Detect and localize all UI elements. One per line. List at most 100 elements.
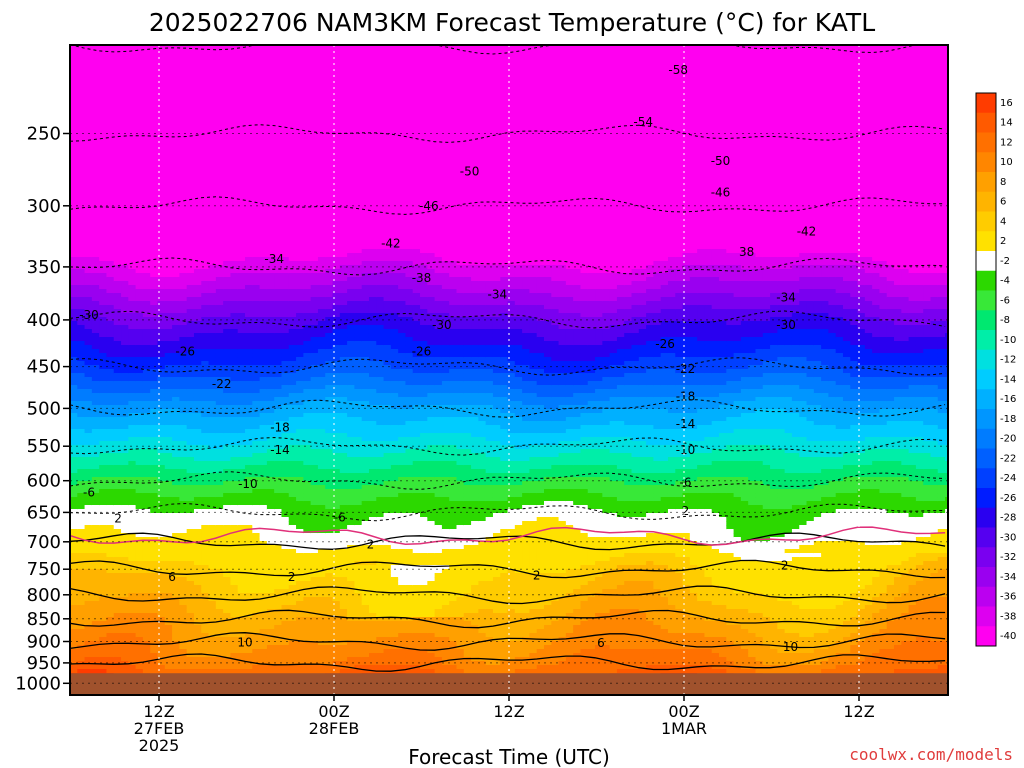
heatmap-cell [288,89,297,94]
heatmap-cell [128,381,137,386]
heatmap-cell [150,205,159,210]
heatmap-cell [193,645,202,650]
heatmap-cell [77,269,86,274]
heatmap-cell [215,561,224,566]
heatmap-cell [266,601,275,606]
heatmap-cell [113,605,122,610]
heatmap-cell [142,293,151,298]
heatmap-cell [266,457,275,462]
heatmap-cell [245,505,253,510]
heatmap-cell [84,645,93,650]
heatmap-cell [164,473,173,478]
heatmap-cell [266,77,275,82]
heatmap-cell [274,49,283,54]
heatmap-cell [99,625,108,630]
heatmap-cell [245,361,253,366]
heatmap-cell [186,637,195,642]
heatmap-cell [237,457,246,462]
heatmap-cell [172,369,180,374]
heatmap-cell [121,609,129,614]
heatmap-cell [84,497,93,502]
heatmap-cell [186,201,195,206]
heatmap-cell [121,249,129,254]
heatmap-cell [164,349,173,354]
heatmap-cell [113,585,122,590]
heatmap-cell [274,257,283,262]
heatmap-cell [274,209,283,214]
heatmap-cell [142,257,151,262]
heatmap-cell [121,553,129,558]
heatmap-cell [266,541,275,546]
heatmap-cell [91,373,100,378]
heatmap-cell [245,297,253,302]
heatmap-cell [266,449,275,454]
heatmap-cell [245,645,253,650]
heatmap-cell [150,341,159,346]
heatmap-cell [99,121,108,126]
heatmap-cell [230,493,239,498]
heatmap-cell [164,237,173,242]
heatmap-cell [259,77,268,82]
heatmap-cell [99,477,108,482]
heatmap-cell [288,301,297,306]
heatmap-cell [266,81,275,86]
heatmap-cell [91,337,100,342]
heatmap-cell [259,421,268,426]
heatmap-cell [193,325,202,330]
heatmap-cell [208,541,217,546]
heatmap-cell [172,465,180,470]
heatmap-cell [259,65,268,70]
heatmap-cell [142,657,151,662]
heatmap-cell [70,213,78,218]
heatmap-cell [70,489,78,494]
heatmap-cell [172,565,180,570]
heatmap-cell [84,541,93,546]
heatmap-cell [201,629,210,634]
heatmap-cell [113,389,122,394]
heatmap-cell [193,353,202,358]
heatmap-cell [142,153,151,158]
heatmap-cell [252,101,261,106]
heatmap-cell [84,77,93,82]
heatmap-cell [223,461,232,466]
heatmap-cell [91,589,100,594]
heatmap-cell [193,261,202,266]
heatmap-cell [99,97,108,102]
heatmap-cell [172,345,180,350]
heatmap-cell [201,529,210,534]
heatmap-cell [99,405,108,410]
heatmap-cell [157,145,166,150]
heatmap-cell [150,665,159,670]
heatmap-cell [179,617,188,622]
heatmap-cell [274,437,283,442]
heatmap-cell [186,65,195,70]
heatmap-cell [172,669,180,674]
heatmap-cell [274,485,283,490]
heatmap-cell [252,93,261,98]
heatmap-cell [99,81,108,86]
heatmap-cell [84,217,93,222]
heatmap-cell [91,249,100,254]
heatmap-cell [121,453,129,458]
heatmap-cell [274,609,283,614]
heatmap-cell [288,317,297,322]
heatmap-cell [274,601,283,606]
heatmap-cell [99,249,108,254]
heatmap-cell [252,277,261,282]
heatmap-cell [215,501,224,506]
heatmap-cell [77,73,86,78]
heatmap-cell [106,93,115,98]
heatmap-cell [230,297,239,302]
heatmap-cell [106,441,115,446]
heatmap-cell [150,553,159,558]
heatmap-cell [99,617,108,622]
heatmap-cell [201,577,210,582]
heatmap-cell [245,105,253,110]
heatmap-cell [252,525,261,530]
heatmap-cell [164,141,173,146]
heatmap-cell [208,93,217,98]
heatmap-cell [99,201,108,206]
heatmap-cell [201,353,210,358]
heatmap-cell [281,205,290,210]
heatmap-cell [128,337,137,342]
